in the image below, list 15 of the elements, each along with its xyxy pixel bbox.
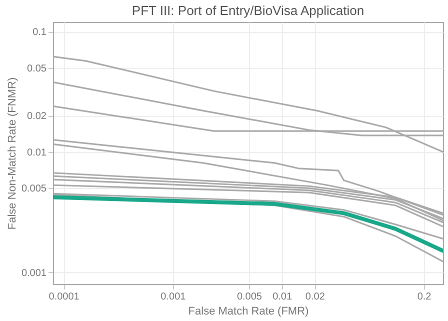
x-axis-title: False Match Rate (FMR) bbox=[188, 306, 309, 318]
x-tick-label: 0.2 bbox=[417, 292, 432, 302]
y-tick-label: 0.02 bbox=[27, 111, 47, 122]
x-tick-label: 0.001 bbox=[160, 292, 186, 302]
x-tick-label: 0.02 bbox=[305, 292, 326, 302]
y-tick-label: 0.1 bbox=[32, 27, 47, 38]
y-tick-label: 0.005 bbox=[21, 184, 47, 195]
y-tick-label: 0.001 bbox=[21, 268, 47, 279]
y-tick-label: 0.05 bbox=[27, 63, 47, 74]
y-tick-label: 0.01 bbox=[27, 147, 47, 158]
x-tick-label: 0.005 bbox=[236, 292, 262, 302]
x-tick-label: 0.0001 bbox=[48, 292, 80, 302]
x-tick-label: 0.01 bbox=[272, 292, 292, 302]
chart-title: PFT III: Port of Entry/BioVisa Application bbox=[132, 3, 364, 18]
y-axis-title: False Non-Match Rate (FNMR) bbox=[6, 77, 18, 230]
